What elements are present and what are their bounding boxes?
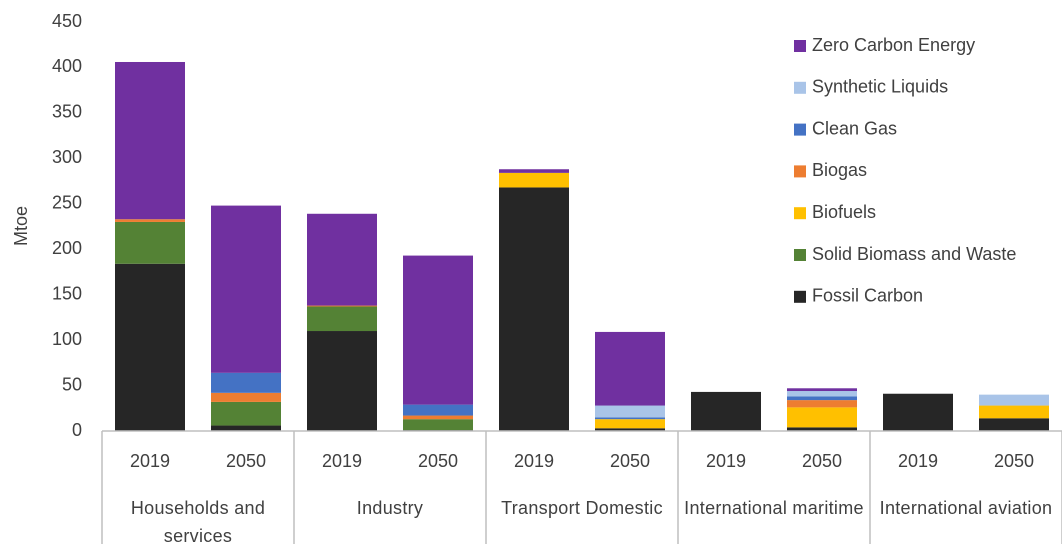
legend-label: Biogas — [812, 160, 867, 180]
bar-segment — [115, 221, 185, 264]
bar-segment — [979, 394, 1049, 406]
bar-segment — [787, 391, 857, 397]
group-label: Industry — [356, 498, 424, 518]
legend-swatch — [794, 165, 806, 178]
legend-swatch — [794, 40, 806, 52]
legend-label: Biofuels — [812, 202, 876, 222]
y-tick-label: 200 — [52, 238, 82, 258]
bar-segment — [115, 219, 185, 222]
x-tick-label: 2050 — [226, 451, 266, 471]
bar-segment — [115, 61, 185, 220]
bar-segment — [307, 331, 377, 431]
bar-segment — [403, 255, 473, 405]
bar-segment — [211, 401, 281, 426]
legend-swatch — [794, 249, 806, 261]
bar-segment — [979, 405, 1049, 419]
bar-segment — [595, 428, 665, 431]
x-tick-label: 2019 — [130, 451, 170, 471]
bar-segment — [211, 425, 281, 431]
bar-segment — [499, 172, 569, 188]
bar-segment — [787, 427, 857, 431]
bar-segment — [115, 263, 185, 431]
legend-label: Solid Biomass and Waste — [812, 244, 1016, 264]
x-tick-label: 2050 — [994, 451, 1034, 471]
bar-segment — [211, 372, 281, 393]
bar-segment — [307, 305, 377, 307]
bar-segment — [403, 419, 473, 431]
bar-segment — [883, 393, 953, 431]
bar-segment — [595, 419, 665, 429]
bar-segment — [787, 407, 857, 428]
legend-swatch — [794, 81, 806, 94]
group-label: International maritime — [684, 498, 864, 518]
y-tick-label: 150 — [52, 283, 82, 303]
bar-segment — [211, 392, 281, 402]
bar-segment — [403, 404, 473, 416]
x-tick-label: 2050 — [802, 451, 842, 471]
x-tick-label: 2050 — [610, 451, 650, 471]
x-tick-label: 2019 — [514, 451, 554, 471]
y-tick-label: 450 — [52, 11, 82, 31]
y-tick-label: 0 — [72, 420, 82, 440]
y-tick-label: 300 — [52, 147, 82, 167]
group-label: Households and services — [130, 498, 266, 544]
bar-segment — [307, 213, 377, 306]
y-tick-label: 250 — [52, 193, 82, 213]
x-tick-label: 2019 — [706, 451, 746, 471]
group-label: Transport Domestic — [501, 498, 663, 518]
legend-label: Zero Carbon Energy — [812, 35, 975, 55]
x-tick-label: 2050 — [418, 451, 458, 471]
legend-label: Synthetic Liquids — [812, 77, 948, 97]
x-tick-label: 2019 — [322, 451, 362, 471]
legend-label: Clean Gas — [812, 118, 897, 138]
bar-segment — [595, 405, 665, 418]
bar-segment — [403, 415, 473, 420]
bar-segment — [595, 331, 665, 406]
bar-segment — [979, 418, 1049, 431]
y-tick-label: 350 — [52, 102, 82, 122]
bar-segment — [499, 169, 569, 173]
bar-segment — [787, 400, 857, 408]
bar-segment — [787, 388, 857, 392]
x-tick-label: 2019 — [898, 451, 938, 471]
legend-swatch — [794, 123, 806, 136]
y-tick-label: 100 — [52, 329, 82, 349]
legend-label: Fossil Carbon — [812, 286, 923, 306]
bar-segment — [595, 417, 665, 420]
bar-segment — [691, 391, 761, 431]
legend-swatch — [794, 207, 806, 220]
bar-segment — [499, 187, 569, 431]
group-label: International aviation — [879, 498, 1053, 518]
legend-swatch — [794, 290, 806, 303]
bar-segment — [307, 306, 377, 332]
y-tick-label: 400 — [52, 56, 82, 76]
y-axis-label: Mtoe — [11, 206, 31, 246]
bar-segment — [787, 396, 857, 401]
bar-segment — [211, 205, 281, 373]
y-tick-label: 50 — [62, 374, 82, 394]
